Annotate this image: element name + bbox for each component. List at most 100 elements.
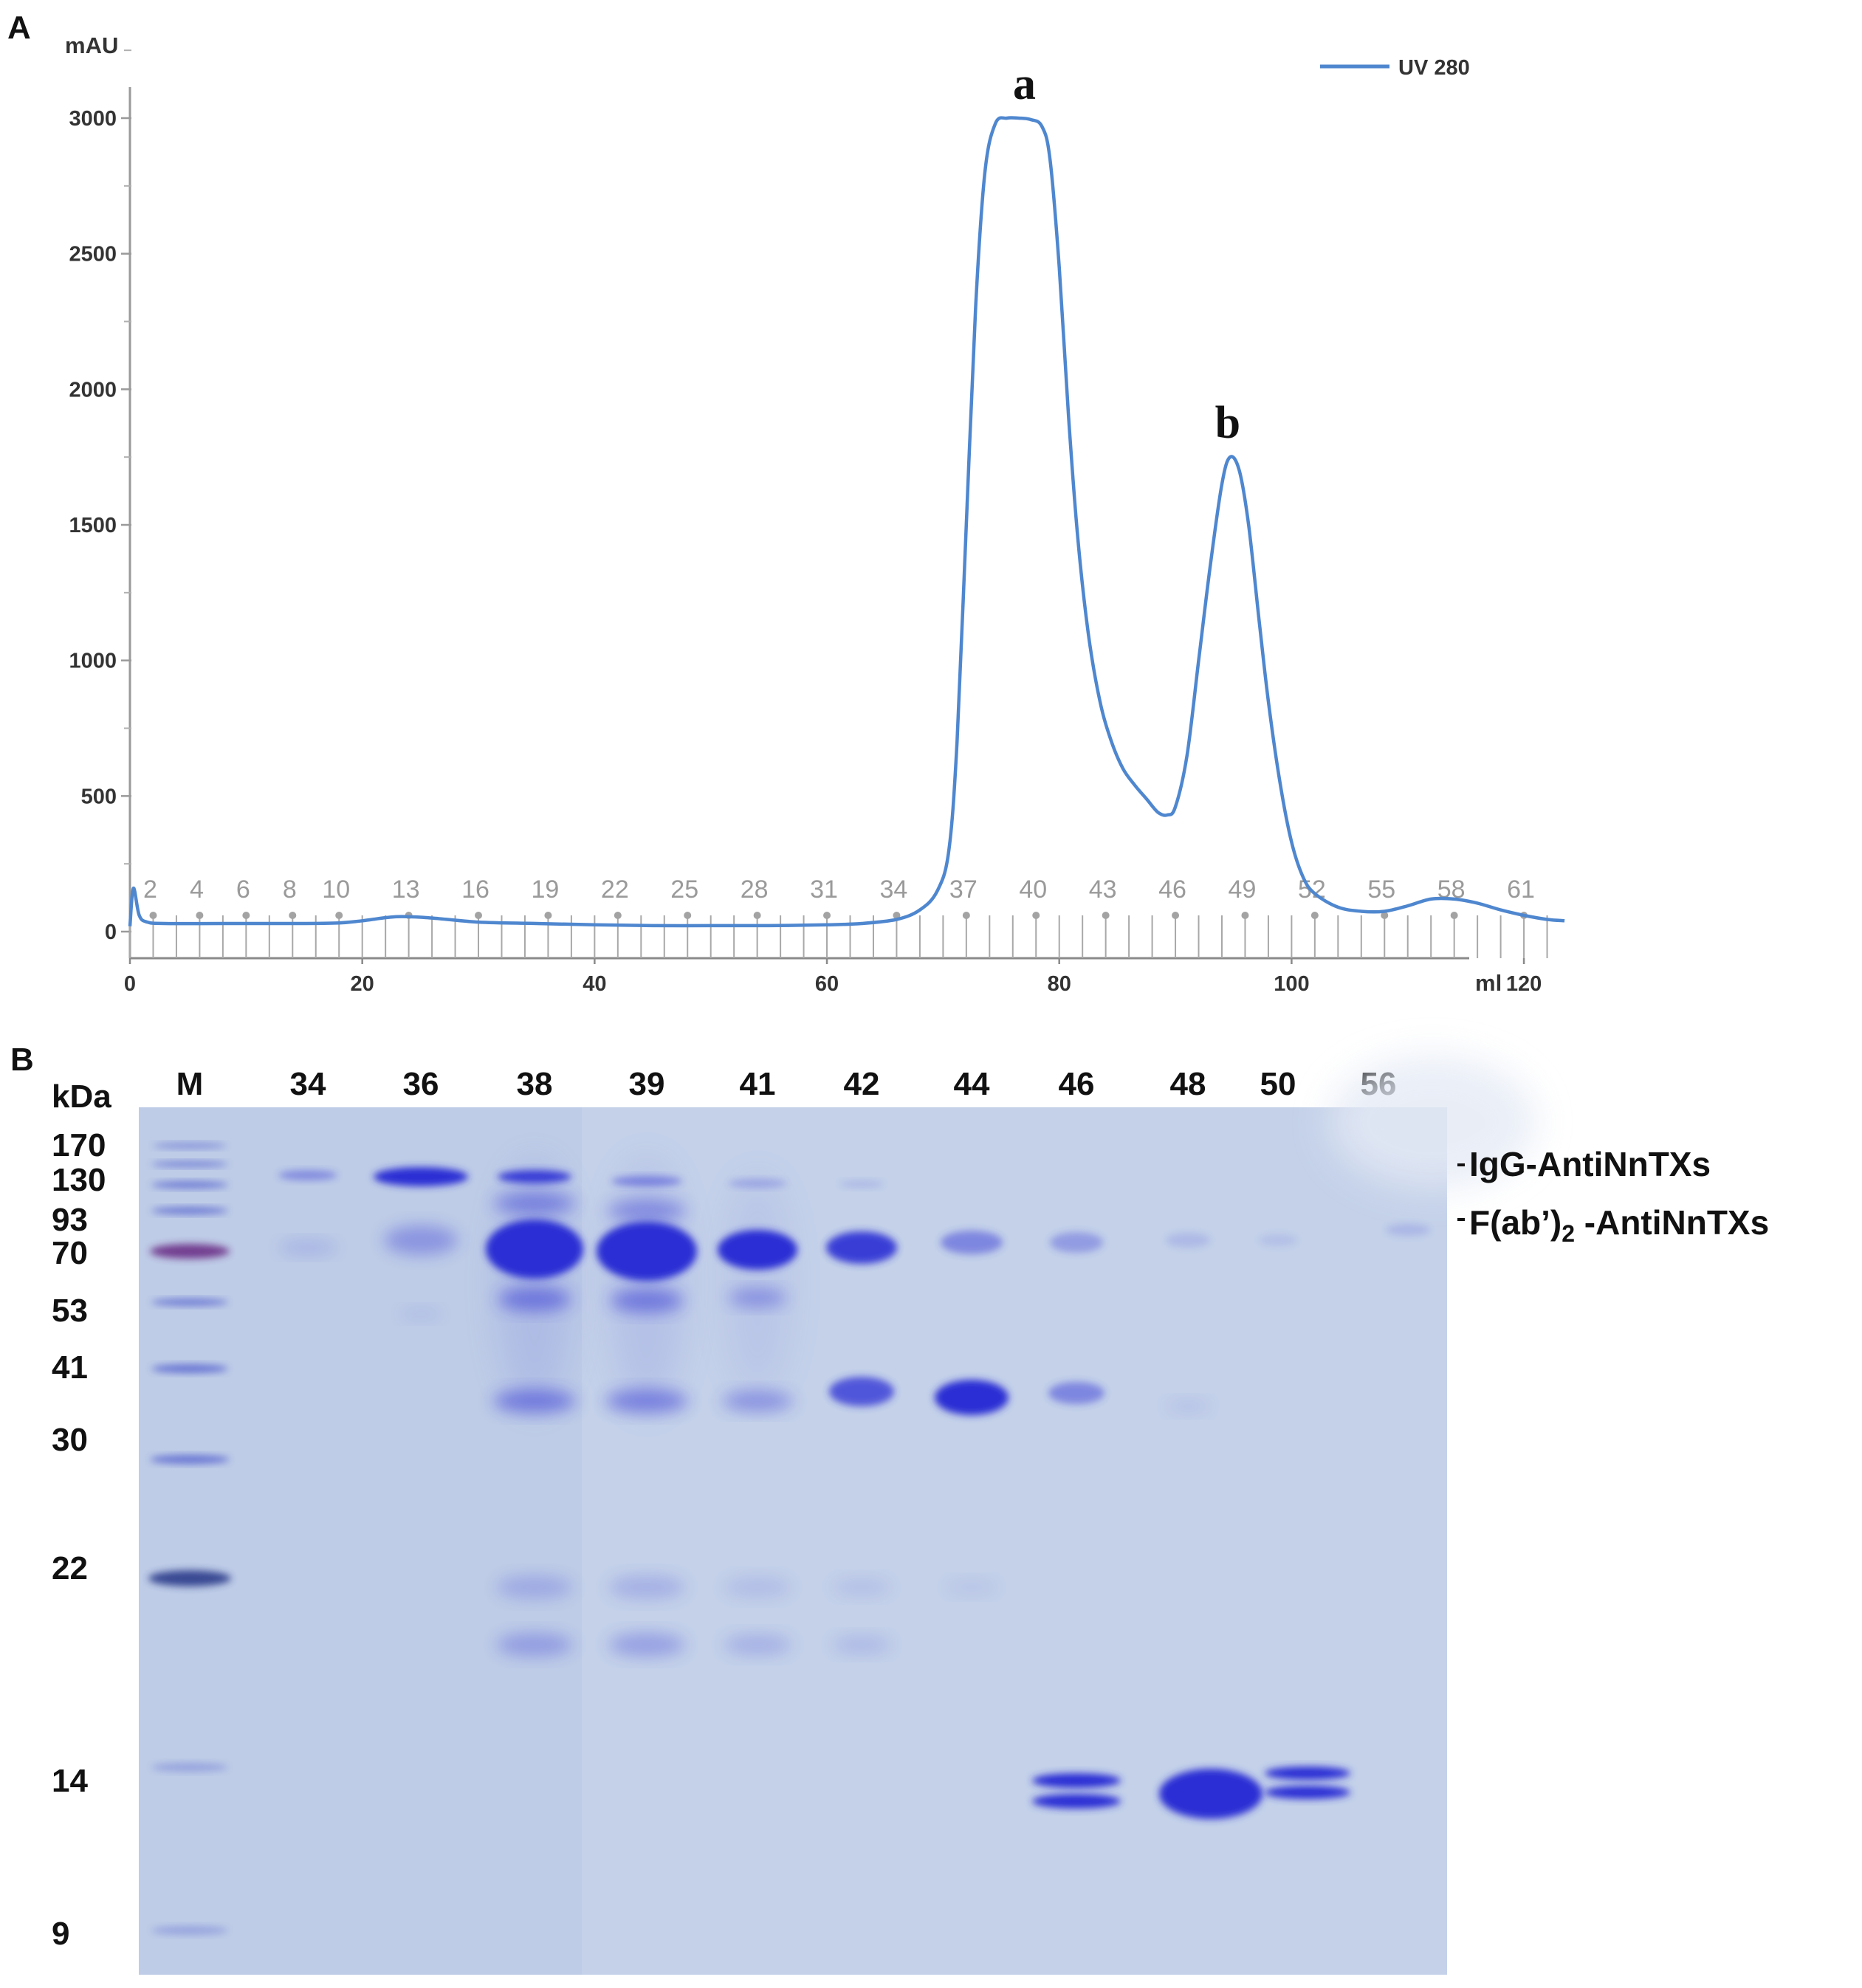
lane-label: 48	[1170, 1066, 1206, 1102]
panel-letter-a: A	[7, 10, 31, 46]
fab-band-label: F(ab’)2 -AntiNnTXs	[1469, 1203, 1769, 1247]
y-axis-title: mAU	[65, 32, 118, 58]
band-lane-56	[1386, 1224, 1430, 1236]
x-axis-title: ml	[1475, 970, 1502, 996]
fraction-label: 2	[143, 876, 157, 904]
fraction-label: 40	[1019, 876, 1047, 904]
band-lane-42	[826, 1231, 897, 1264]
lane-label: 44	[954, 1066, 990, 1102]
band-lane-41	[718, 1230, 797, 1270]
marker-label: 9	[52, 1916, 69, 1952]
x-tick-label: 100	[1274, 972, 1309, 996]
fraction-marker	[962, 912, 970, 919]
band-lane-38	[498, 1287, 571, 1311]
fraction-marker	[1381, 912, 1389, 919]
x-tick-label: 80	[1048, 972, 1071, 996]
lane-label: 34	[290, 1066, 326, 1102]
y-tick-label: 500	[81, 785, 117, 808]
marker-band	[150, 1244, 230, 1259]
band-lane-34	[278, 1170, 337, 1180]
band-lane-44	[945, 1580, 998, 1595]
marker-label: 93	[52, 1202, 88, 1238]
gel-light-corner	[1329, 1056, 1536, 1189]
fraction-label: 49	[1229, 876, 1257, 904]
y-tick-label: 3000	[69, 107, 117, 131]
marker-label: 70	[52, 1235, 88, 1271]
legend: UV 280	[1320, 56, 1470, 80]
x-tick-label: 40	[583, 972, 606, 996]
x-tick-label: 20	[351, 972, 374, 996]
band-lane-44	[935, 1380, 1009, 1415]
band-lane-39	[608, 1633, 685, 1657]
y-tick-label: 2000	[69, 378, 117, 402]
peak-label-b: b	[1215, 398, 1240, 448]
fraction-label: 37	[949, 876, 978, 904]
fraction-marker	[242, 912, 250, 919]
band-lane-41	[728, 1289, 787, 1307]
lane-label: 46	[1059, 1066, 1095, 1102]
band-lane-41	[722, 1391, 793, 1411]
band-lane-41	[724, 1634, 791, 1655]
band-lane-41	[724, 1577, 791, 1597]
kda-label: kDa	[52, 1079, 111, 1115]
band-lane-48	[1166, 1233, 1210, 1248]
fraction-marker	[196, 912, 204, 919]
fraction-marker	[1450, 912, 1458, 919]
lane-label: 42	[844, 1066, 880, 1102]
legend-label: UV 280	[1398, 56, 1470, 80]
y-tick-label: 0	[105, 921, 117, 944]
band-lane-41	[728, 1179, 787, 1188]
marker-ladder	[148, 1143, 231, 1935]
band-lane-48	[1159, 1769, 1262, 1819]
marker-labels: 170 130 93 70 53 41 30 22 14 9	[52, 1127, 106, 1952]
band-lane-48	[1166, 1400, 1210, 1413]
marker-label: 14	[52, 1763, 88, 1799]
sds-page-gel-panel: B kDa M 34 36 38 39 41 42 44 46 48 50 56…	[10, 1042, 1769, 1975]
band-lane-38	[486, 1220, 583, 1279]
fraction-label: 22	[601, 876, 629, 904]
band-lane-50	[1259, 1234, 1297, 1246]
fraction-labels: 2 4 6 8 10 13 16 19 22 25 28 31 34 37 40…	[143, 876, 1535, 904]
lane-label: 38	[517, 1066, 553, 1102]
marker-band	[151, 1364, 228, 1373]
fraction-marker	[893, 912, 901, 919]
band-lane-39	[607, 1200, 687, 1221]
lane-label: M	[176, 1066, 204, 1102]
gel-smear	[496, 1159, 573, 1410]
panel-letter-b: B	[10, 1042, 34, 1078]
uv280-series-line	[128, 116, 1565, 928]
chromatogram-panel: A mAU ml 2 4 6 8 10 13 16 19 22 25 28 31…	[7, 10, 1565, 996]
fraction-marker	[1310, 912, 1319, 919]
y-tick-label: 2500	[69, 243, 117, 266]
y-minor-ticks	[124, 49, 131, 865]
fab-label-main: F(ab’)	[1469, 1203, 1562, 1242]
fraction-marker	[544, 912, 552, 919]
band-lane-46	[1032, 1794, 1121, 1809]
fraction-marker	[1102, 912, 1110, 919]
band-lane-36	[399, 1308, 443, 1320]
marker-label: 130	[52, 1162, 106, 1198]
band-lane-34	[278, 1240, 337, 1255]
band-lane-50	[1265, 1767, 1350, 1780]
gel-image	[139, 1056, 1536, 1975]
band-lane-38	[493, 1193, 576, 1214]
fraction-marker	[684, 912, 692, 919]
marker-label: 30	[52, 1422, 88, 1458]
fraction-label: 43	[1089, 876, 1117, 904]
band-lane-38	[493, 1389, 576, 1413]
fraction-marker	[1241, 912, 1249, 919]
fraction-label: 13	[392, 876, 420, 904]
band-lane-38	[496, 1575, 573, 1599]
band-lane-38	[496, 1633, 573, 1657]
fraction-label: 34	[880, 876, 908, 904]
y-tick-label: 1000	[69, 650, 117, 673]
fraction-ticks	[129, 912, 1548, 958]
marker-band	[151, 1161, 228, 1167]
fraction-label: 46	[1158, 876, 1186, 904]
fraction-marker	[475, 912, 483, 919]
x-tick-label: 60	[815, 972, 839, 996]
fab-label-suffix: -AntiNnTXs	[1575, 1203, 1769, 1242]
marker-band	[151, 1763, 228, 1772]
marker-label: 53	[52, 1293, 88, 1329]
